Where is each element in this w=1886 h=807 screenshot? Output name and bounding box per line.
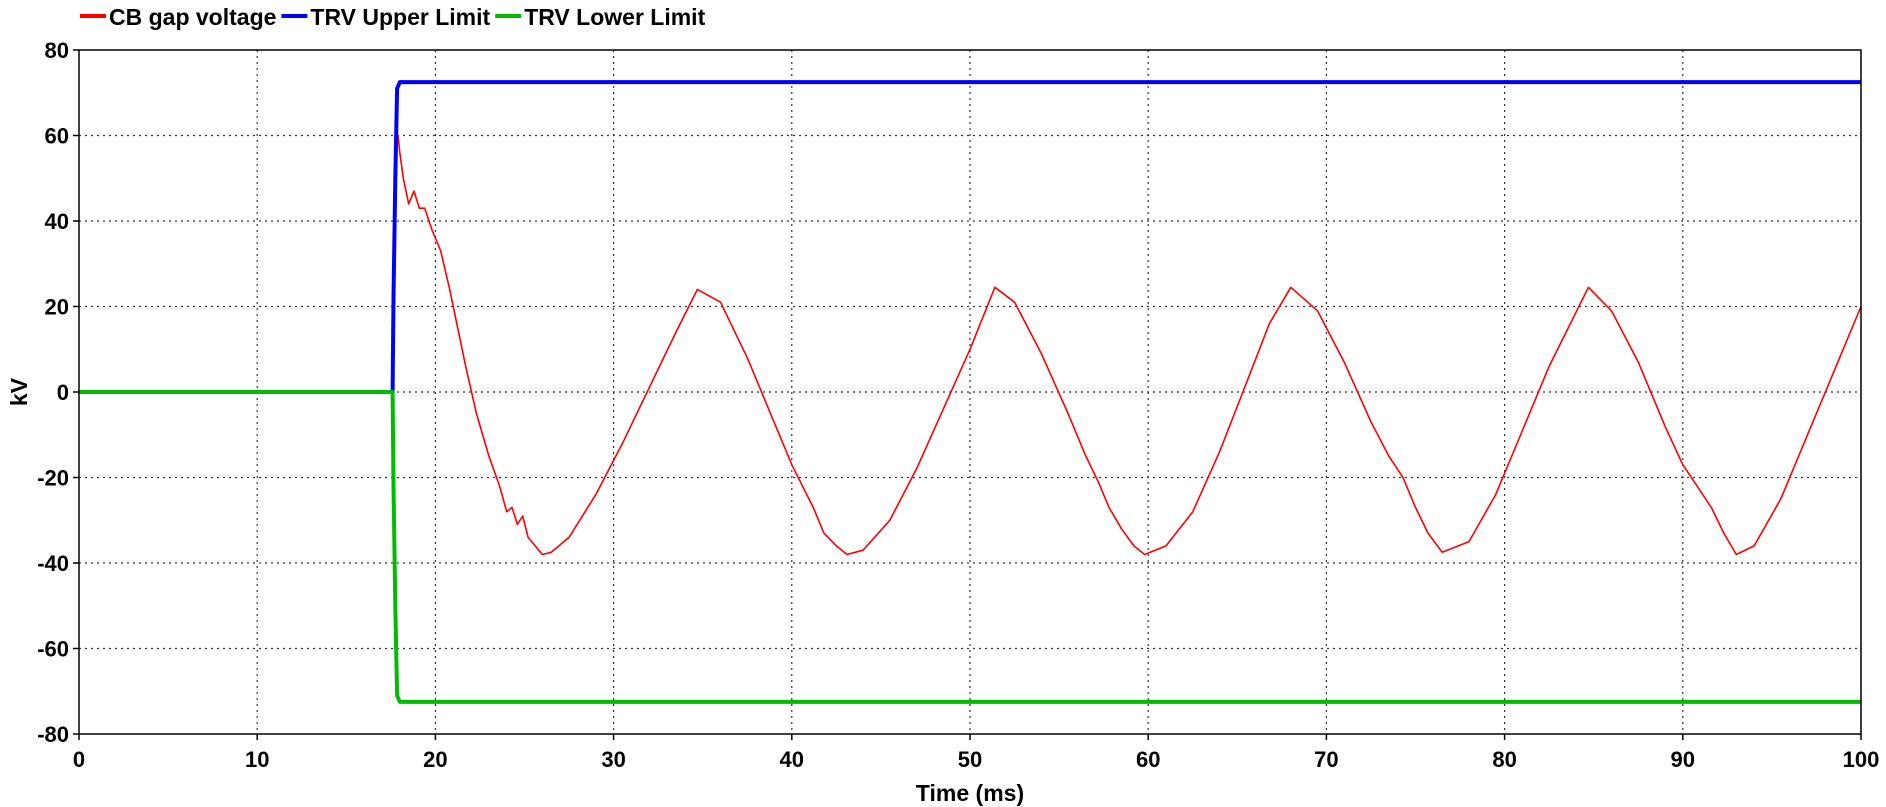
y-axis-label: kV	[6, 377, 32, 406]
y-tick-label: 20	[45, 295, 69, 320]
x-tick-label: 100	[1843, 747, 1880, 772]
y-tick-label: -80	[37, 722, 69, 747]
legend-label: CB gap voltage	[109, 4, 276, 30]
legend-label: TRV Lower Limit	[524, 4, 705, 30]
x-tick-label: 40	[780, 747, 804, 772]
y-tick-label: -40	[37, 551, 69, 576]
series-line-0	[79, 134, 1862, 556]
x-axis-label: Time (ms)	[916, 780, 1024, 806]
series-group	[79, 80, 1862, 704]
legend-label: TRV Upper Limit	[310, 4, 490, 30]
y-tick-label: 80	[45, 38, 69, 63]
x-tick-label: 80	[1492, 747, 1516, 772]
x-tick-label: 70	[1314, 747, 1338, 772]
y-tick-label: 40	[45, 209, 69, 234]
x-tick-label: 20	[423, 747, 447, 772]
grid	[79, 50, 1861, 734]
y-tick-label: 0	[57, 380, 69, 405]
x-tick-label: 0	[73, 747, 85, 772]
x-tick-label: 10	[245, 747, 269, 772]
series-line-2	[79, 390, 1861, 704]
ticks: 0 10 20 30 40 50 60 70 80 90 100 80 60 40 20 0 -20 -40 -60…	[37, 38, 1879, 772]
x-tick-label: 60	[1136, 747, 1160, 772]
legend: CB gap voltage TRV Upper Limit TRV Lower L…	[80, 4, 706, 30]
x-tick-label: 50	[958, 747, 982, 772]
y-tick-label: -60	[37, 637, 69, 662]
x-tick-label: 30	[601, 747, 625, 772]
y-tick-label: 60	[45, 124, 69, 149]
x-tick-label: 90	[1671, 747, 1695, 772]
y-tick-label: -20	[37, 466, 69, 491]
